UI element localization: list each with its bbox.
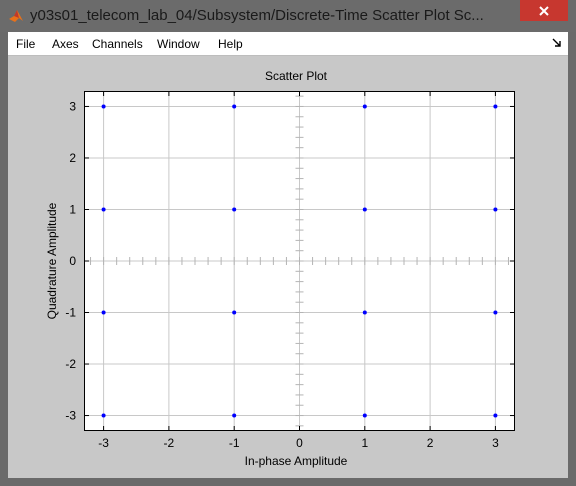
x-tick-label: -2 [164, 436, 175, 450]
data-points [101, 104, 498, 418]
x-tick-label: 3 [492, 436, 499, 450]
close-icon [539, 5, 549, 16]
close-button[interactable] [520, 0, 568, 21]
x-tick-label: 2 [427, 436, 434, 450]
window-title: y03s01_telecom_lab_04/Subsystem/Discrete… [30, 7, 484, 24]
data-point [493, 310, 498, 315]
menu-axes[interactable]: Axes [52, 37, 79, 51]
data-point [232, 310, 237, 315]
menu-window[interactable]: Window [157, 37, 200, 51]
tick-marks [84, 91, 515, 431]
data-point [101, 413, 106, 418]
data-point [362, 104, 367, 109]
data-point [101, 207, 106, 212]
menu-file[interactable]: File [16, 37, 36, 51]
y-tick-label: -1 [65, 306, 76, 320]
y-tick-label: 1 [69, 202, 76, 216]
data-point [493, 207, 498, 212]
x-axis-label: In-phase Amplitude [245, 454, 348, 468]
y-tick-label: 3 [69, 99, 76, 113]
data-point [101, 310, 106, 315]
data-point [232, 104, 237, 109]
chart-title: Scatter Plot [265, 69, 328, 83]
scatter-plot: -3 -2 -1 0 1 2 3 -3 -2 -1 0 1 2 3 Scatter Plot In-ph… [45, 69, 515, 468]
data-point [493, 413, 498, 418]
data-point [362, 207, 367, 212]
data-point [101, 104, 106, 109]
axis-center-ticks [90, 95, 509, 427]
data-point [362, 413, 367, 418]
x-tick-labels: -3 -2 -1 0 1 2 3 [98, 436, 499, 450]
y-tick-label: -2 [65, 357, 76, 371]
x-tick-label: 1 [361, 436, 368, 450]
y-tick-label: 0 [69, 254, 76, 268]
x-tick-label: -1 [229, 436, 240, 450]
dock-arrow-icon[interactable] [552, 38, 562, 48]
y-tick-label: -3 [65, 409, 76, 423]
data-point [493, 104, 498, 109]
y-tick-labels: -3 -2 -1 0 1 2 3 [65, 99, 76, 422]
y-axis-label: Quadrature Amplitude [45, 202, 59, 319]
data-point [362, 310, 367, 315]
data-point [232, 413, 237, 418]
menu-bar: File Axes Channels Window Help [8, 32, 568, 56]
figure-area: -3 -2 -1 0 1 2 3 -3 -2 -1 0 1 2 3 Scatter Plot In-ph… [8, 56, 568, 478]
y-tick-label: 2 [69, 151, 76, 165]
data-point [232, 207, 237, 212]
matlab-icon [9, 10, 23, 22]
menu-channels[interactable]: Channels [92, 37, 143, 51]
title-bar[interactable]: y03s01_telecom_lab_04/Subsystem/Discrete… [0, 0, 576, 32]
x-tick-label: 0 [296, 436, 303, 450]
x-tick-label: -3 [98, 436, 109, 450]
menu-help[interactable]: Help [218, 37, 243, 51]
